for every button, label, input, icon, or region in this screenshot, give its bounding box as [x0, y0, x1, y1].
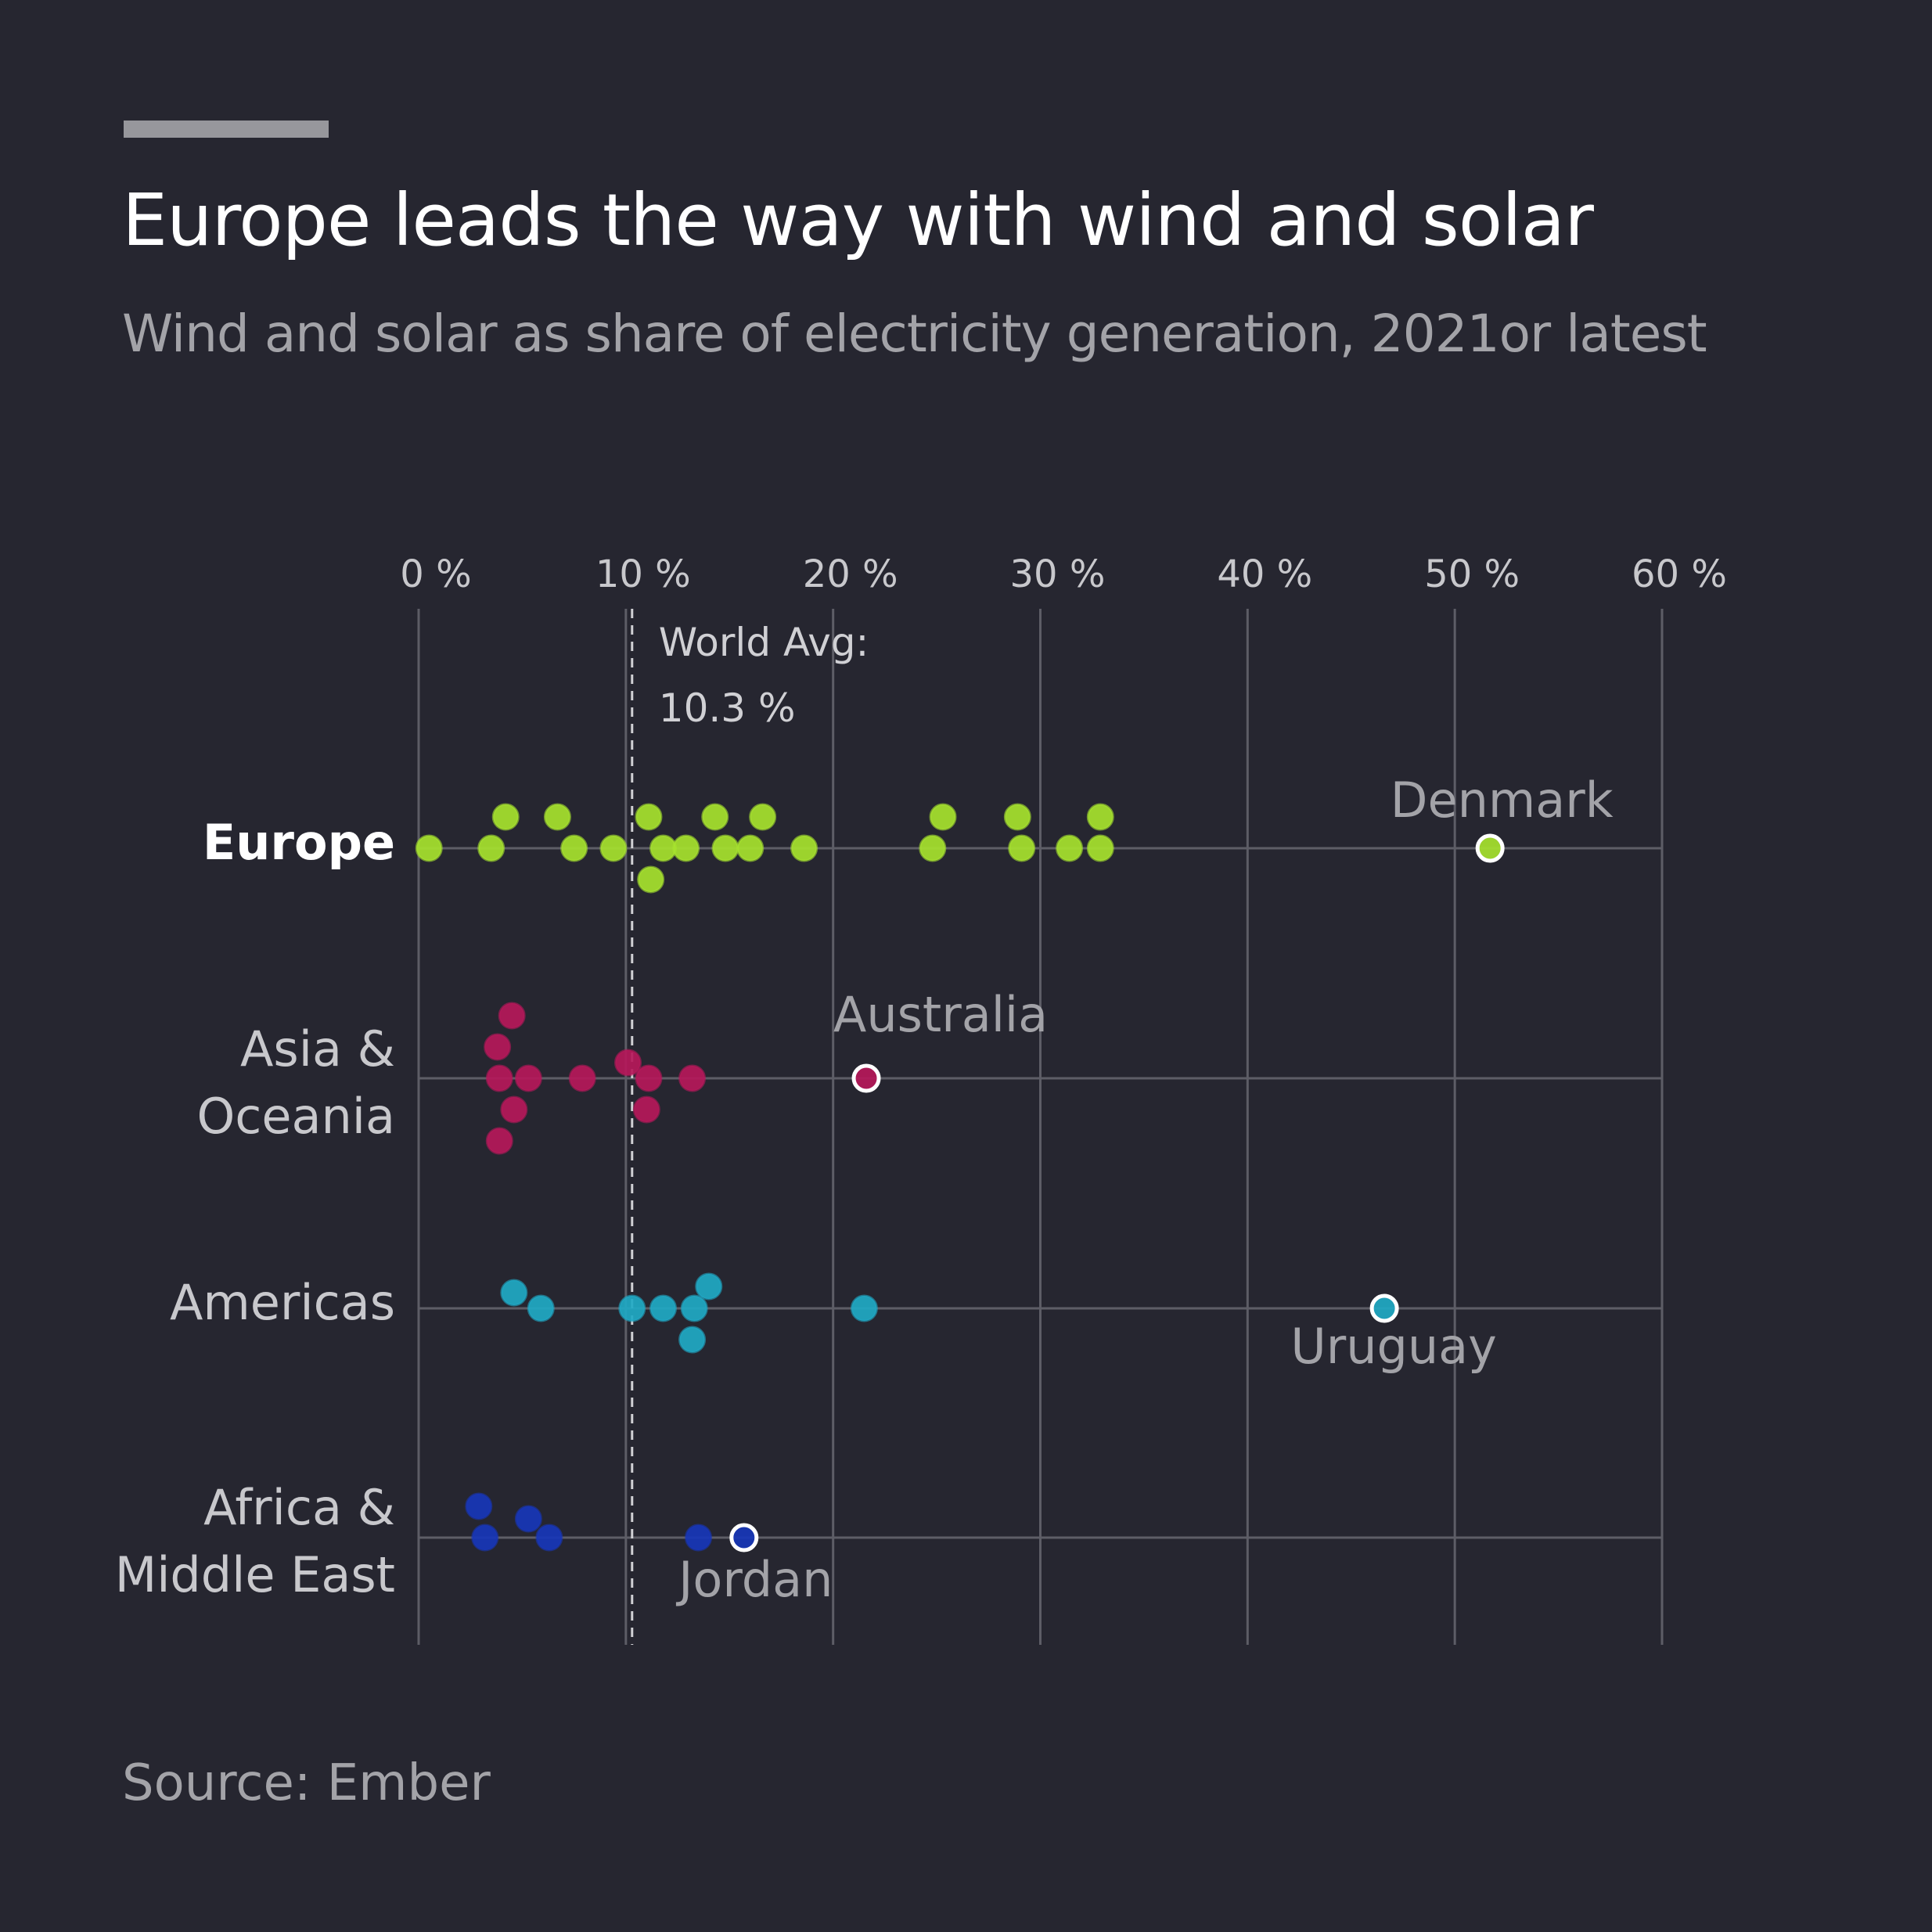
- x-tick-label: 0 %: [400, 552, 471, 596]
- data-point-europe: [635, 803, 663, 831]
- data-point-europe: [701, 803, 729, 831]
- x-tick-label: 50 %: [1424, 552, 1520, 596]
- data-point-europe: [599, 834, 628, 862]
- data-point-europe: [929, 803, 957, 831]
- world-average-value: 10.3 %: [659, 685, 796, 731]
- data-point-europe: [649, 834, 678, 862]
- data-point-americas: [680, 1294, 708, 1322]
- data-point-asia-and-oceania: [485, 1064, 513, 1092]
- row-label-europe: Europe: [203, 814, 395, 871]
- row-label-asia-and-oceania: Asia &: [240, 1020, 395, 1078]
- highlight-point-denmark: [1475, 833, 1505, 863]
- data-point-asia-and-oceania: [498, 1002, 526, 1030]
- data-point-americas: [678, 1326, 707, 1354]
- data-point-europe: [711, 834, 739, 862]
- data-point-africa-and-middle-east: [535, 1524, 563, 1552]
- x-tick-label: 60 %: [1632, 552, 1727, 596]
- chart-title: Europe leads the way with wind and solar: [122, 178, 1594, 262]
- row-label-americas: Americas: [170, 1274, 395, 1331]
- data-point-americas: [695, 1272, 723, 1301]
- x-tick-label: 30 %: [1010, 552, 1106, 596]
- data-point-americas: [500, 1279, 528, 1307]
- data-point-europe: [477, 834, 505, 862]
- data-point-europe: [672, 834, 700, 862]
- data-point-europe: [1003, 803, 1031, 831]
- data-point-americas: [618, 1294, 646, 1322]
- data-point-asia-and-oceania: [635, 1064, 663, 1092]
- data-point-americas: [649, 1294, 678, 1322]
- highlight-label-denmark: Denmark: [1391, 772, 1614, 829]
- data-point-asia-and-oceania: [678, 1064, 707, 1092]
- data-point-asia-and-oceania: [632, 1096, 660, 1124]
- data-point-europe: [1008, 834, 1036, 862]
- highlight-point-jordan: [729, 1523, 759, 1552]
- data-point-europe: [749, 803, 777, 831]
- data-point-europe: [415, 834, 443, 862]
- data-point-asia-and-oceania: [613, 1049, 642, 1077]
- highlight-point-australia: [851, 1063, 881, 1093]
- data-point-europe: [637, 865, 665, 894]
- data-point-europe: [491, 803, 520, 831]
- data-point-africa-and-middle-east: [685, 1524, 713, 1552]
- row-label-asia-and-oceania: Oceania: [196, 1088, 395, 1145]
- world-average-label: World Avg:: [659, 620, 869, 665]
- data-point-europe: [790, 834, 818, 862]
- data-point-europe: [543, 803, 571, 831]
- data-point-asia-and-oceania: [485, 1127, 513, 1155]
- data-point-europe: [919, 834, 947, 862]
- data-point-africa-and-middle-east: [471, 1524, 499, 1552]
- highlight-label-jordan: Jordan: [675, 1551, 833, 1608]
- data-point-europe: [1086, 803, 1114, 831]
- accent-bar: [124, 121, 329, 138]
- data-point-asia-and-oceania: [500, 1096, 528, 1124]
- x-tick-label: 20 %: [803, 552, 898, 596]
- row-label-africa-and-middle-east: Africa &: [203, 1479, 395, 1536]
- data-point-africa-and-middle-east: [465, 1492, 493, 1520]
- highlight-label-uruguay: Uruguay: [1290, 1318, 1497, 1375]
- highlight-label-australia: Australia: [833, 986, 1048, 1043]
- data-point-americas: [850, 1294, 878, 1322]
- data-point-americas: [527, 1294, 555, 1322]
- data-point-asia-and-oceania: [484, 1033, 512, 1061]
- data-point-asia-and-oceania: [514, 1064, 542, 1092]
- highlight-point-uruguay: [1369, 1293, 1399, 1323]
- x-tick-label: 40 %: [1217, 552, 1312, 596]
- source-note: Source: Ember: [122, 1754, 491, 1812]
- data-point-asia-and-oceania: [568, 1064, 596, 1092]
- data-point-europe: [560, 834, 588, 862]
- data-point-europe: [1086, 834, 1114, 862]
- data-point-africa-and-middle-east: [514, 1505, 542, 1533]
- data-point-europe: [1056, 834, 1084, 862]
- x-tick-label: 10 %: [595, 552, 691, 596]
- row-label-africa-and-middle-east: Middle East: [115, 1546, 395, 1603]
- data-point-europe: [736, 834, 765, 862]
- chart-subtitle: Wind and solar as share of electricity g…: [122, 304, 1707, 364]
